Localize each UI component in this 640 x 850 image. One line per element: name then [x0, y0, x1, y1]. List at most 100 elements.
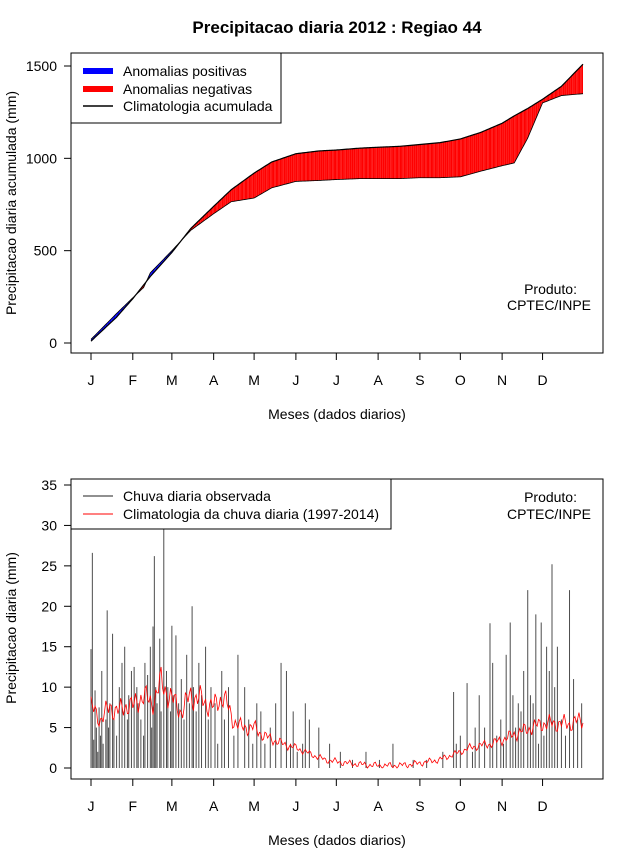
- anomaly-negative-segment: [316, 151, 318, 181]
- anomaly-negative-segment: [577, 68, 579, 95]
- anomaly-negative-segment: [241, 180, 244, 200]
- anomaly-negative-segment: [256, 170, 259, 197]
- anomaly-negative-segment: [576, 69, 578, 95]
- anomaly-negative-segment: [519, 112, 521, 153]
- anomaly-negative-segment: [247, 177, 249, 200]
- anomaly-negative-segment: [217, 201, 220, 211]
- anomaly-negative-segment: [446, 141, 449, 178]
- anomaly-negative-segment: [398, 146, 400, 179]
- anomaly-negative-segment: [454, 139, 457, 178]
- anomaly-negative-segment: [472, 134, 474, 174]
- anomaly-negative-segment: [289, 155, 291, 184]
- anomaly-negative-segment: [301, 152, 303, 182]
- anomaly-negative-segment: [271, 161, 273, 188]
- anomaly-negative-segment: [371, 147, 373, 179]
- anomaly-negative-segment: [297, 153, 299, 182]
- anomaly-negative-segment: [580, 65, 582, 94]
- anomaly-negative-segment: [403, 145, 406, 179]
- anomaly-negative-segment: [298, 153, 300, 182]
- anomaly-negative-segment: [448, 140, 450, 178]
- anomaly-negative-segment: [467, 136, 469, 175]
- anomaly-negative-segment: [392, 146, 395, 179]
- anomaly-negative-segment: [488, 128, 490, 170]
- anomaly-negative-segment: [310, 151, 313, 181]
- bottom-legend: Chuva diaria observada Climatologia da c…: [70, 478, 392, 530]
- anomaly-negative-segment: [255, 171, 257, 198]
- bottom-axes: 0 5 10 15 20 25 30 35 J F M A M J J A S O N D: [41, 477, 547, 814]
- top-legend: Anomalias positivas Anomalias negativas …: [70, 52, 282, 124]
- anomaly-negative-segment: [561, 84, 563, 96]
- anomaly-negative-segment: [564, 82, 566, 96]
- anomaly-negative-segment: [326, 150, 329, 181]
- anomaly-negative-segment: [341, 149, 344, 180]
- anomaly-negative-segment: [259, 168, 261, 195]
- anomaly-negative-segment: [281, 158, 283, 186]
- bottom-x-tick-label: M: [166, 798, 178, 814]
- anomaly-negative-segment: [277, 159, 279, 187]
- anomaly-negative-segment: [484, 130, 486, 171]
- anomaly-negative-segment: [489, 127, 492, 169]
- anomaly-negative-segment: [465, 136, 468, 176]
- bottom-credit-line2: CPTEC/INPE: [507, 506, 591, 522]
- anomaly-negative-segment: [356, 148, 358, 179]
- anomaly-negative-segment: [485, 129, 488, 170]
- anomaly-negative-segment: [210, 207, 213, 216]
- anomaly-negative-segment: [312, 151, 314, 181]
- anomaly-negative-segment: [421, 144, 423, 178]
- anomaly-negative-segment: [469, 135, 472, 175]
- anomaly-negative-segment: [351, 148, 353, 179]
- anomaly-negative-segment: [554, 90, 557, 99]
- anomaly-negative-segment: [282, 157, 284, 186]
- anomaly-negative-segment: [426, 143, 428, 178]
- anomaly-negative-segment: [318, 150, 321, 181]
- page-title: Precipitacao diaria 2012 : Regiao 44: [192, 18, 482, 37]
- bottom-x-tick-label: J: [333, 798, 340, 814]
- anomaly-negative-segment: [208, 210, 210, 218]
- bottom-x-tick-label: A: [373, 798, 383, 814]
- anomaly-negative-segment: [313, 151, 315, 181]
- anomaly-negative-segment: [231, 188, 233, 202]
- anomaly-negative-segment: [549, 93, 551, 101]
- anomaly-negative-segment: [215, 203, 217, 213]
- anomaly-negative-segment: [329, 150, 331, 180]
- anomaly-negative-segment: [413, 144, 415, 179]
- bottom-y-tick-label: 25: [41, 558, 57, 574]
- anomaly-negative-segment: [499, 123, 501, 167]
- anomaly-negative-segment: [437, 142, 439, 178]
- anomaly-negative-segment: [552, 91, 554, 100]
- anomaly-negative-segment: [353, 148, 356, 179]
- anomaly-negative-segment: [266, 164, 268, 192]
- top-x-axis-label: Meses (dados diarios): [268, 406, 406, 422]
- bottom-y-tick-label: 10: [41, 679, 57, 695]
- anomaly-negative-segment: [570, 75, 573, 95]
- anomaly-negative-segment: [278, 159, 280, 187]
- anomaly-negative-segment: [407, 145, 410, 179]
- anomaly-negative-segment: [328, 150, 330, 180]
- top-x-tick-label: O: [455, 372, 466, 388]
- anomaly-negative-segment: [252, 173, 255, 199]
- anomaly-negative-segment: [529, 106, 531, 135]
- anomaly-negative-segment: [479, 132, 481, 172]
- anomaly-negative-segment: [417, 144, 419, 178]
- anomaly-negative-segment: [250, 175, 252, 199]
- anomaly-negative-segment: [212, 206, 214, 215]
- anomaly-negative-segment: [223, 196, 225, 208]
- anomaly-negative-segment: [345, 149, 348, 180]
- anomaly-negative-segment: [372, 147, 375, 179]
- anomaly-negative-segment: [534, 103, 536, 123]
- anomaly-negative-segment: [317, 150, 319, 181]
- anomaly-negative-segment: [378, 147, 380, 179]
- anomaly-negative-segment: [399, 146, 402, 179]
- anomaly-negative-segment: [361, 147, 364, 179]
- anomaly-negative-segment: [396, 146, 399, 179]
- bottom-y-tick-label: 20: [41, 598, 57, 614]
- bottom-x-tick-label: J: [292, 798, 299, 814]
- anomaly-negative-segment: [511, 116, 513, 164]
- top-x-tick-label: J: [88, 372, 95, 388]
- anomaly-negative-segment: [516, 113, 519, 158]
- anomaly-negative-segment: [477, 132, 480, 172]
- anomaly-negative-segment: [352, 148, 354, 179]
- legend-positive-label: Anomalias positivas: [123, 63, 247, 79]
- anomaly-negative-segment: [306, 152, 309, 181]
